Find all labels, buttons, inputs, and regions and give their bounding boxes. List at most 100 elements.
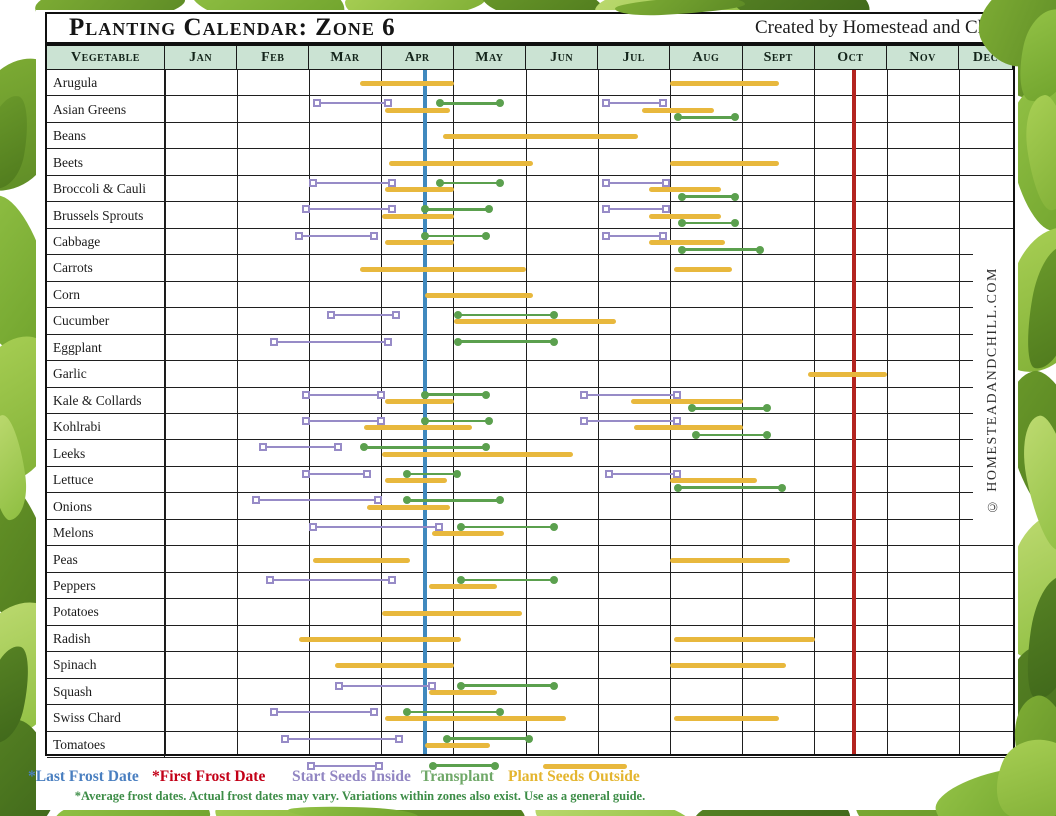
seeds-inside-end-square [673, 416, 682, 425]
bar-start-seeds-inside [302, 390, 386, 399]
transplant-end-dot [491, 761, 499, 770]
row-label-beets: Beets [47, 149, 165, 176]
bar-plant-seeds-outside [385, 398, 454, 404]
row-label-radish: Radish [47, 625, 165, 653]
seeds-inside-start-square [251, 496, 260, 505]
transplant-start-dot [435, 178, 444, 187]
bar-plant-seeds-outside [424, 292, 534, 298]
bar-transplant [674, 113, 739, 122]
bar-plant-seeds-outside [385, 240, 454, 246]
transplant-end-dot [730, 219, 739, 228]
transplant-start-dot [442, 734, 451, 743]
transplant-start-dot [677, 192, 686, 201]
bar-transplant [421, 231, 490, 240]
transplant-line [691, 407, 769, 410]
transplant-start-dot [457, 575, 466, 584]
bar-transplant [453, 337, 559, 346]
leaf-decoration [1014, 411, 1056, 554]
seeds-inside-end-square [388, 575, 397, 584]
grid-hline [47, 545, 1013, 547]
bar-start-seeds-inside [307, 761, 383, 770]
seeds-inside-line [305, 419, 383, 422]
transplant-end-dot [481, 443, 490, 452]
seeds-inside-start-square [269, 337, 278, 346]
legend-plant-seeds-outside: Plant Seeds Outside [508, 768, 640, 785]
bar-start-seeds-inside [334, 681, 436, 690]
grid-hline [47, 360, 1013, 362]
bar-plant-seeds-outside [363, 425, 472, 431]
transplant-end-dot [550, 311, 559, 320]
seeds-inside-end-square [377, 390, 386, 399]
grid-hline [47, 439, 1013, 441]
seeds-inside-line [305, 208, 394, 211]
bar-plant-seeds-outside [385, 107, 451, 113]
seeds-inside-line [297, 234, 375, 237]
row-label-corn: Corn [47, 281, 165, 309]
grid-hline [47, 465, 1013, 467]
leaf-decoration [0, 642, 36, 748]
bar-plant-seeds-outside [648, 187, 721, 193]
seeds-inside-line [608, 472, 679, 475]
grid-vline [453, 70, 455, 754]
seeds-inside-start-square [601, 99, 610, 108]
transplant-end-dot [550, 681, 559, 690]
transplant-line [445, 737, 531, 740]
bar-plant-seeds-outside [385, 478, 447, 484]
seeds-inside-end-square [369, 708, 378, 717]
seeds-inside-line [305, 472, 368, 475]
transplant-start-dot [421, 205, 430, 214]
bar-start-seeds-inside [302, 416, 386, 425]
bar-plant-seeds-outside [359, 266, 526, 272]
grid-hline [47, 598, 1013, 600]
seeds-inside-line [604, 208, 668, 211]
seeds-inside-end-square [662, 205, 671, 214]
grid-vline [381, 70, 383, 754]
bar-transplant [435, 178, 505, 187]
grid-vline [669, 70, 671, 754]
bar-plant-seeds-outside [543, 764, 627, 769]
transplant-end-dot [496, 178, 505, 187]
row-label-carrots: Carrots [47, 255, 165, 282]
transplant-start-dot [359, 443, 368, 452]
row-label-broccoli-cauli: Broccoli & Cauli [47, 175, 165, 203]
transplant-start-dot [674, 483, 682, 492]
seeds-inside-start-square [334, 681, 343, 690]
grid-vline [236, 70, 238, 754]
seeds-inside-line [305, 393, 383, 396]
column-header-jul: Jul [598, 46, 671, 70]
seeds-inside-start-square [269, 708, 278, 717]
grid-hline [47, 95, 1013, 97]
seeds-inside-line [337, 684, 433, 687]
seeds-inside-end-square [673, 469, 682, 478]
bar-start-seeds-inside [605, 469, 682, 478]
bar-start-seeds-inside [601, 231, 667, 240]
seeds-inside-line [254, 499, 379, 502]
grid-hline [47, 121, 1013, 123]
bar-plant-seeds-outside [313, 557, 411, 563]
row-label-squash: Squash [47, 678, 165, 706]
row-label-swiss-chard: Swiss Chard [47, 705, 165, 732]
transplant-line [677, 486, 783, 489]
bar-start-seeds-inside [302, 205, 397, 214]
bar-start-seeds-inside [302, 469, 371, 478]
transplant-end-dot [496, 99, 505, 108]
grid-hline [47, 201, 1013, 203]
transplant-end-dot [485, 205, 494, 214]
bar-plant-seeds-outside [634, 425, 743, 431]
seeds-inside-line [261, 446, 339, 449]
bar-start-seeds-inside [269, 337, 393, 346]
seeds-inside-end-square [375, 761, 383, 770]
copyright-text: © HOMESTEADANDCHILL.COM [985, 266, 1000, 514]
grid-hline [47, 333, 1013, 335]
seeds-inside-start-square [580, 390, 589, 399]
transplant-start-dot [453, 311, 462, 320]
grid-hline [47, 280, 1013, 282]
transplant-start-dot [435, 99, 444, 108]
seeds-inside-end-square [388, 178, 397, 187]
grid-hline [47, 174, 1013, 176]
first-frost-date-line [851, 70, 856, 754]
transplant-end-dot [763, 404, 772, 413]
transplant-start-dot [457, 522, 466, 531]
column-header-mar: Mar [309, 46, 382, 70]
seeds-inside-line [283, 737, 401, 740]
